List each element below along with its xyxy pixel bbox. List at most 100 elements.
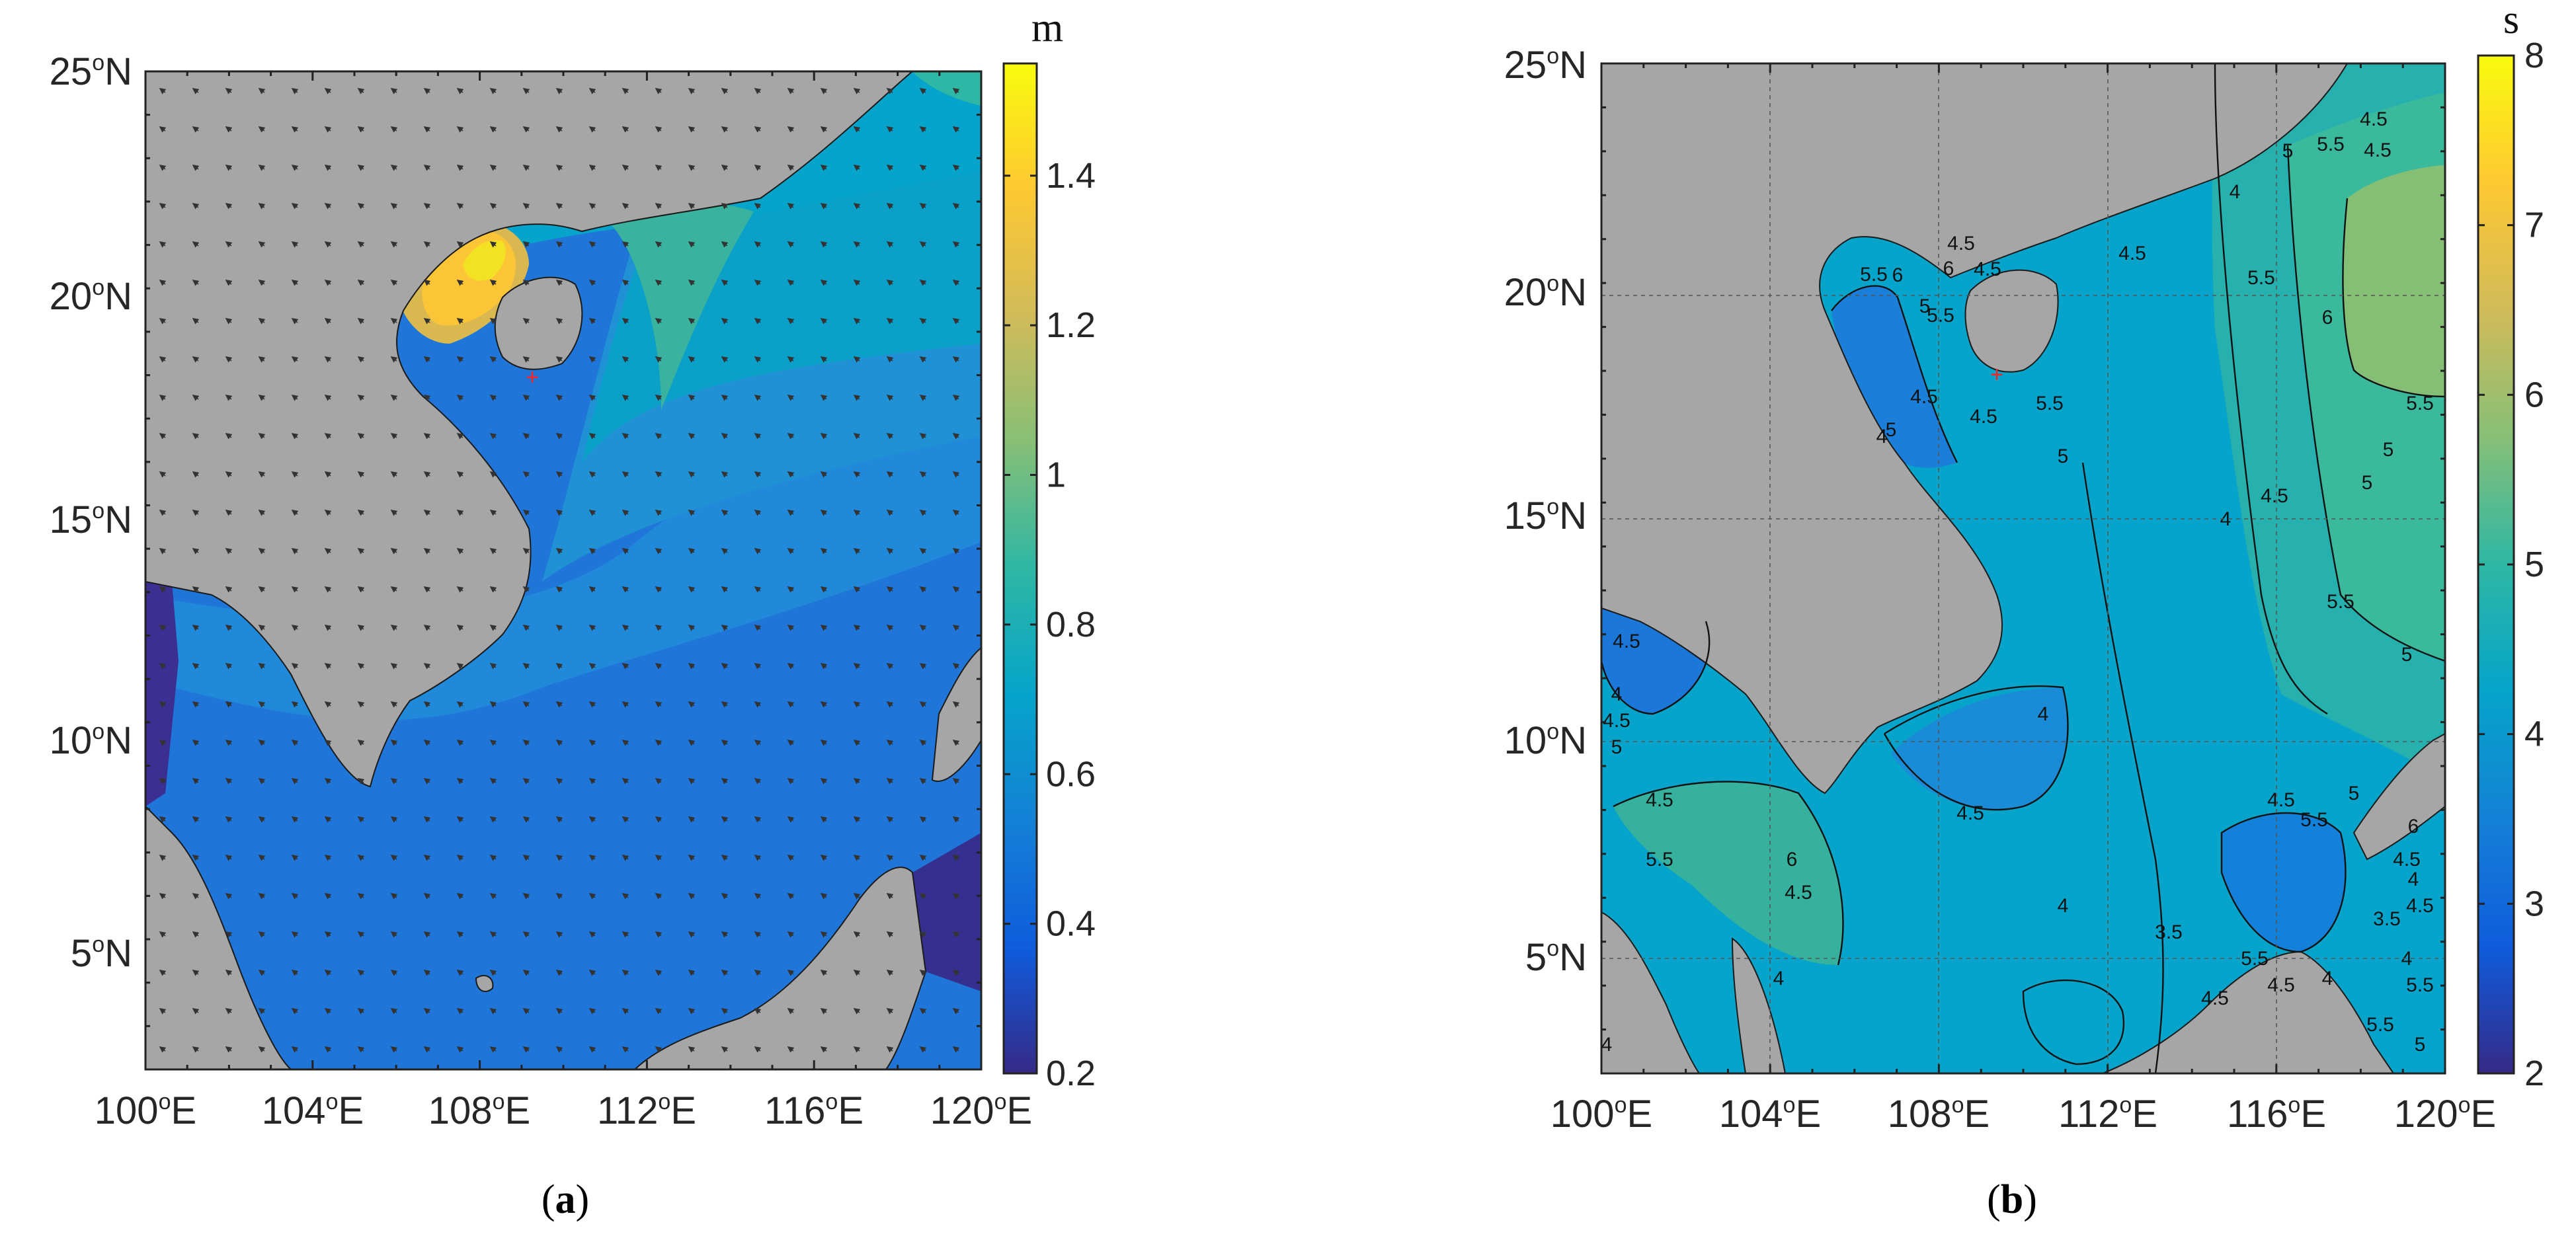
wind-arrow (688, 510, 696, 516)
wind-arrow (919, 280, 927, 286)
wind-arrow (952, 740, 960, 746)
wind-arrow (754, 855, 762, 861)
wind-arrow (291, 778, 299, 785)
contour-label: 4.5 (1646, 789, 1673, 811)
wind-arrow (159, 970, 167, 976)
wind-arrow (588, 625, 596, 631)
wind-arrow (655, 931, 663, 938)
contour-label: 5 (1886, 419, 1897, 441)
wind-arrow (225, 510, 233, 516)
wind-arrow (291, 701, 299, 708)
wind-arrow (489, 471, 497, 478)
wind-arrow (952, 663, 960, 670)
wind-arrow (655, 625, 663, 631)
wind-arrow (423, 663, 431, 670)
wind-arrow (225, 893, 233, 900)
wind-arrow (787, 433, 795, 440)
wind-arrow (522, 433, 530, 440)
wind-arrow (952, 356, 960, 363)
wind-arrow (456, 88, 464, 95)
wind-arrow (423, 1046, 431, 1053)
wind-arrow (787, 126, 795, 133)
wind-arrow (588, 126, 596, 133)
wind-arrow (159, 433, 167, 440)
wind-arrow (952, 1046, 960, 1053)
colorbar-tick-label: 4 (2524, 715, 2544, 754)
wind-arrow (588, 778, 596, 785)
wind-arrow (588, 1008, 596, 1015)
wind-arrow (588, 203, 596, 210)
colorbar-tick-label: 1.4 (1046, 156, 1096, 196)
wind-arrow (390, 1008, 398, 1015)
panel-b-x-axis: 100oE 104oE 108oE 112oE 116oE 120oE (1550, 1093, 2496, 1136)
wind-arrow (357, 356, 365, 363)
wind-arrow (522, 1008, 530, 1015)
wind-arrow (919, 548, 927, 555)
wind-arrow (324, 1008, 332, 1015)
wind-arrow (522, 778, 530, 785)
wind-arrow (159, 241, 167, 248)
wind-arrow (555, 893, 563, 900)
wind-arrow (588, 816, 596, 823)
wind-arrow (291, 318, 299, 325)
wind-arrow (489, 88, 497, 95)
wind-arrow (489, 1008, 497, 1015)
colorbar-tick-label: 8 (2524, 36, 2544, 75)
wind-arrow (423, 740, 431, 746)
wind-arrow (225, 433, 233, 440)
contour-label: 4.5 (1603, 710, 1630, 732)
wind-arrow (225, 1008, 233, 1015)
panel-b-y-tick-25n: 25oN (1504, 44, 1587, 87)
wind-arrow (721, 318, 729, 325)
wind-arrow (622, 548, 629, 555)
wind-arrow (423, 318, 431, 325)
wind-arrow (390, 740, 398, 746)
wind-arrow (489, 586, 497, 593)
wind-arrow (622, 510, 629, 516)
wind-arrow (787, 701, 795, 708)
wind-arrow (324, 625, 332, 631)
wind-arrow (688, 625, 696, 631)
wind-arrow (555, 931, 563, 938)
wind-arrow (721, 356, 729, 363)
wind-arrow (324, 203, 332, 210)
wind-arrow (754, 510, 762, 516)
wind-arrow (886, 433, 894, 440)
wind-arrow (324, 586, 332, 593)
panel-b-y-tick-5n: 5oN (1525, 936, 1587, 979)
wind-arrow (423, 625, 431, 631)
panel-b-center-low (1891, 687, 2068, 810)
wind-arrow (324, 510, 332, 516)
wind-arrow (787, 318, 795, 325)
wind-arrow (291, 165, 299, 171)
wind-arrow (787, 280, 795, 286)
wind-arrow (522, 740, 530, 746)
wind-arrow (754, 1046, 762, 1053)
wind-arrow (489, 816, 497, 823)
wind-arrow (919, 471, 927, 478)
panel-b-gulf-low (1831, 286, 1957, 468)
wind-arrow (588, 548, 596, 555)
wind-arrow (456, 1008, 464, 1015)
wind-arrow (357, 855, 365, 861)
wind-arrow (258, 203, 266, 210)
wind-arrow (324, 740, 332, 746)
wind-arrow (324, 816, 332, 823)
wind-arrow (886, 165, 894, 171)
wind-arrow (456, 126, 464, 133)
wind-arrow (357, 778, 365, 785)
wind-arrow (820, 471, 828, 478)
wind-arrow (853, 663, 861, 670)
wind-arrow (357, 395, 365, 401)
wind-arrow (291, 510, 299, 516)
wind-arrow (423, 1008, 431, 1015)
wind-arrow (721, 241, 729, 248)
wind-arrow (192, 318, 200, 325)
wind-arrow (622, 280, 629, 286)
contour-label: 3.5 (2155, 921, 2183, 943)
contour-label: 5 (2058, 445, 2069, 467)
wind-arrow (324, 931, 332, 938)
wind-arrow (489, 395, 497, 401)
wind-arrow (159, 1008, 167, 1015)
wind-arrow (853, 855, 861, 861)
